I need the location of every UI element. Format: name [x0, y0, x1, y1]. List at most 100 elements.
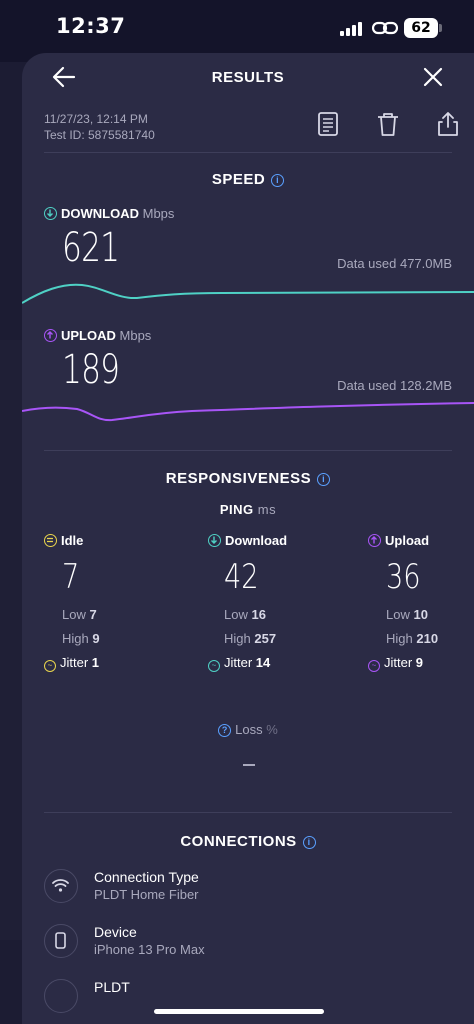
share-icon[interactable]	[436, 111, 460, 137]
ping-upload-jitter: ~ Jitter 9	[368, 655, 468, 672]
download-arrow-icon	[208, 534, 221, 547]
jitter-icon: ~	[368, 660, 380, 672]
upload-arrow-icon	[368, 534, 381, 547]
signal-icon	[340, 22, 362, 36]
help-icon[interactable]: ?	[218, 724, 232, 737]
high-label: High	[62, 631, 89, 646]
ping-heading: PING ms	[22, 502, 474, 517]
loss-label: Loss	[235, 722, 263, 737]
info-icon[interactable]: i	[271, 174, 285, 187]
test-datetime: 11/27/23, 12:14 PM	[44, 112, 148, 126]
responsiveness-title: RESPONSIVENESS	[165, 470, 312, 487]
download-unit: Mbps	[142, 206, 175, 221]
info-icon[interactable]: i	[317, 473, 331, 486]
loss-unit: %	[266, 722, 278, 737]
ping-upload-value: 36	[386, 557, 421, 597]
ping-download-high: High 257	[224, 631, 328, 649]
divider	[44, 152, 452, 153]
download-label: DOWNLOAD Mbps	[44, 206, 174, 221]
globe-icon	[44, 979, 78, 1013]
ping-column-upload: Upload 36 Low 10 High 210 ~ Jitter 9	[368, 533, 468, 672]
link-icon	[372, 21, 398, 35]
jitter-label: Jitter	[60, 655, 89, 670]
divider	[44, 450, 452, 451]
connection-type-title: Connection Type	[94, 869, 199, 885]
download-arrow-icon	[44, 207, 57, 220]
ping-download-jitter: ~ Jitter 14	[208, 655, 328, 672]
home-indicator[interactable]	[154, 1009, 324, 1014]
upload-speed-graph	[22, 402, 474, 422]
phone-icon	[44, 924, 78, 958]
download-speed-graph	[22, 283, 474, 304]
ping-idle-header: Idle	[44, 533, 164, 553]
ping-download-low: Low 16	[224, 607, 328, 625]
low-value: 16	[251, 607, 266, 622]
test-id: Test ID: 5875581740	[44, 128, 155, 142]
background-sheet-edge	[0, 340, 24, 940]
jitter-value: 14	[255, 655, 271, 670]
idle-icon	[44, 534, 57, 547]
ping-idle-high: High 9	[62, 631, 164, 649]
upload-unit: Mbps	[119, 328, 152, 343]
status-bar: 12:37 62	[0, 0, 474, 54]
connection-type-row: Connection Type PLDT Home Fiber	[44, 869, 444, 909]
download-label-text: DOWNLOAD	[61, 206, 139, 221]
ping-label: PING	[219, 502, 254, 517]
speed-title: SPEED	[211, 171, 266, 188]
results-sheet: RESULTS 11/27/23, 12:14 PM Test ID: 5875…	[22, 53, 474, 1024]
high-label: High	[224, 631, 251, 646]
high-label: High	[386, 631, 413, 646]
upload-arrow-icon	[44, 329, 57, 342]
upload-data-used: Data used 128.2MB	[337, 378, 452, 393]
back-arrow-icon[interactable]	[50, 65, 78, 89]
page-title: RESULTS	[211, 69, 285, 86]
device-title: Device	[94, 924, 137, 940]
ping-download-value: 42	[224, 557, 259, 597]
ping-idle-jitter: ~ Jitter 1	[44, 655, 164, 672]
divider	[44, 812, 452, 813]
connections-section-title: CONNECTIONS i	[22, 833, 474, 850]
loss-value-placeholder	[243, 764, 255, 766]
jitter-value: 9	[415, 655, 424, 670]
jitter-value: 1	[91, 655, 100, 670]
device-value: iPhone 13 Pro Max	[94, 942, 205, 957]
ping-upload-low: Low 10	[386, 607, 468, 625]
test-meta: 11/27/23, 12:14 PM Test ID: 5875581740	[44, 111, 155, 143]
jitter-icon: ~	[208, 660, 220, 672]
trash-icon[interactable]	[376, 111, 400, 137]
ping-upload-header: Upload	[368, 533, 468, 553]
ping-download-header: Download	[208, 533, 328, 553]
ping-unit: ms	[257, 502, 277, 517]
close-icon[interactable]	[422, 66, 444, 88]
connection-type-value: PLDT Home Fiber	[94, 887, 199, 902]
jitter-icon: ~	[44, 660, 56, 672]
speed-section-title: SPEED i	[22, 171, 474, 188]
jitter-label: Jitter	[224, 655, 253, 670]
low-label: Low	[386, 607, 410, 622]
document-icon[interactable]	[316, 111, 340, 137]
upload-label: UPLOAD Mbps	[44, 328, 151, 343]
upload-value: 189	[62, 347, 120, 393]
status-time: 12:37	[56, 14, 126, 38]
battery-tip	[439, 24, 442, 32]
ping-idle-value: 7	[62, 557, 80, 597]
responsiveness-section-title: RESPONSIVENESS i	[22, 470, 474, 487]
device-row: Device iPhone 13 Pro Max	[44, 924, 444, 964]
high-value: 257	[254, 631, 277, 646]
high-value: 9	[92, 631, 100, 646]
header: RESULTS	[22, 53, 474, 101]
ping-upload-label: Upload	[385, 533, 430, 548]
loss-row: ? Loss %	[22, 722, 474, 737]
ping-column-idle: Idle 7 Low 7 High 9 ~ Jitter 1	[44, 533, 164, 672]
ping-column-download: Download 42 Low 16 High 257 ~ Jitter 14	[208, 533, 328, 672]
upload-label-text: UPLOAD	[61, 328, 116, 343]
ping-download-label: Download	[225, 533, 288, 548]
provider-row: PLDT	[44, 979, 444, 1019]
jitter-label: Jitter	[384, 655, 413, 670]
low-value: 10	[413, 607, 428, 622]
download-data-used: Data used 477.0MB	[337, 256, 452, 271]
download-value: 621	[62, 225, 120, 271]
info-icon[interactable]: i	[302, 836, 316, 849]
ping-upload-high: High 210	[386, 631, 468, 649]
ping-idle-label: Idle	[61, 533, 84, 548]
